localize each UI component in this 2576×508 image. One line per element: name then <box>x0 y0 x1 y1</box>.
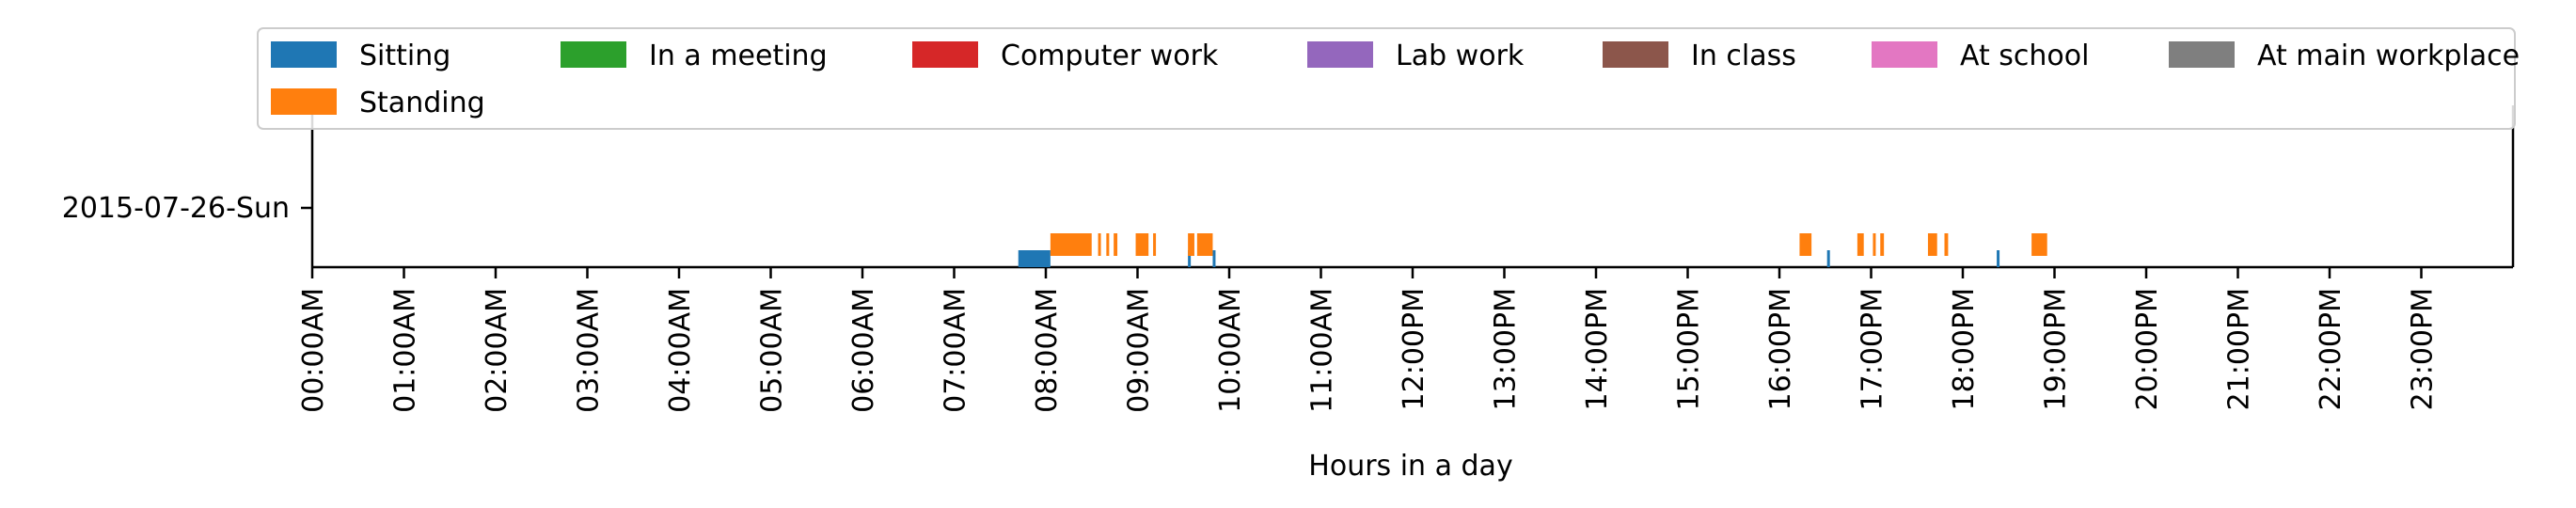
x-tick-label: 19:00PM <box>2040 288 2073 410</box>
legend-swatch-standing <box>271 88 337 115</box>
bar-standing-13 <box>1944 233 1949 256</box>
x-tick-label: 18:00PM <box>1948 288 1981 410</box>
bar-standing-4 <box>1135 233 1149 256</box>
legend-label-at-school: At school <box>1960 40 2089 72</box>
legend-frame <box>257 27 2516 130</box>
x-tick-label: 14:00PM <box>1581 288 1614 410</box>
legend-label-at-main-workplace: At main workplace <box>2257 40 2520 72</box>
bar-sitting-4 <box>1997 250 2000 267</box>
legend-items: Sitting In a meeting Computer work Lab work… <box>271 40 2520 119</box>
x-tick-label: 21:00PM <box>2223 288 2256 410</box>
activity-bars <box>1018 233 2047 267</box>
legend-swatch-sitting <box>271 41 337 68</box>
x-tick-label: 06:00AM <box>847 288 880 413</box>
legend: Sitting In a meeting Computer work Lab work… <box>257 27 2520 130</box>
bar-standing-7 <box>1196 233 1213 256</box>
bar-standing-8 <box>1799 233 1812 256</box>
x-tick-label: 22:00PM <box>2315 288 2347 410</box>
bar-sitting-3 <box>1826 250 1830 267</box>
bar-standing-11 <box>1880 233 1885 256</box>
plot-area: 2015-07-26-Sun 00:00AM 01:00AM 02:00AM 03:0… <box>62 105 2515 413</box>
legend-label-computer-work: Computer work <box>1001 40 1219 72</box>
legend-swatch-lab-work <box>1307 41 1373 68</box>
x-tick-label: 03:00AM <box>573 288 606 413</box>
x-tick-label: 23:00PM <box>2407 288 2440 410</box>
bar-sitting-1 <box>1188 250 1192 267</box>
bar-standing-2 <box>1106 233 1110 256</box>
x-tick-label: 08:00AM <box>1031 288 1064 413</box>
bar-sitting-0 <box>1018 250 1051 267</box>
bar-standing-3 <box>1114 233 1118 256</box>
x-tick-label: 11:00AM <box>1306 288 1339 413</box>
x-tick-label: 02:00AM <box>481 288 514 413</box>
legend-swatch-computer-work <box>912 41 978 68</box>
legend-label-sitting: Sitting <box>359 40 450 72</box>
x-tick-label: 13:00PM <box>1490 288 1523 410</box>
bar-standing-5 <box>1153 233 1157 256</box>
x-tick-label: 12:00PM <box>1398 288 1430 410</box>
legend-swatch-at-school <box>1872 41 1937 68</box>
x-tick-label: 07:00AM <box>940 288 972 413</box>
legend-label-lab-work: Lab work <box>1396 40 1525 72</box>
x-tick-label: 17:00PM <box>1857 288 1889 410</box>
x-tick-label: 10:00AM <box>1214 288 1247 413</box>
bar-standing-12 <box>1927 233 1937 256</box>
x-tick-label: 16:00PM <box>1764 288 1797 410</box>
y-tick-label: 2015-07-26-Sun <box>62 192 290 225</box>
legend-swatch-at-main-workplace <box>2169 41 2235 68</box>
x-tick-label: 20:00PM <box>2131 288 2164 410</box>
bar-sitting-2 <box>1212 250 1216 267</box>
x-tick-label: 04:00AM <box>664 288 697 413</box>
bar-standing-14 <box>2031 233 2047 256</box>
legend-label-in-a-meeting: In a meeting <box>649 40 828 72</box>
bar-standing-1 <box>1098 233 1101 256</box>
bar-standing-10 <box>1873 233 1876 256</box>
legend-swatch-in-class <box>1603 41 1668 68</box>
bar-standing-6 <box>1188 233 1194 256</box>
x-tick-label: 00:00AM <box>297 288 330 413</box>
x-axis-title: Hours in a day <box>1308 450 1512 483</box>
legend-label-in-class: In class <box>1691 40 1796 72</box>
x-tick-label: 01:00AM <box>389 288 422 413</box>
x-tick-label: 15:00PM <box>1673 288 1706 410</box>
legend-swatch-in-a-meeting <box>561 41 626 68</box>
x-tick-label: 09:00AM <box>1123 288 1156 413</box>
bar-standing-9 <box>1857 233 1864 256</box>
legend-label-standing: Standing <box>359 87 485 119</box>
y-ticks: 2015-07-26-Sun <box>62 192 312 225</box>
bar-standing-0 <box>1050 233 1092 256</box>
x-tick-label: 05:00AM <box>756 288 789 413</box>
x-ticks: 00:00AM 01:00AM 02:00AM 03:00AM 04:00AM 05:00… <box>297 267 2440 413</box>
